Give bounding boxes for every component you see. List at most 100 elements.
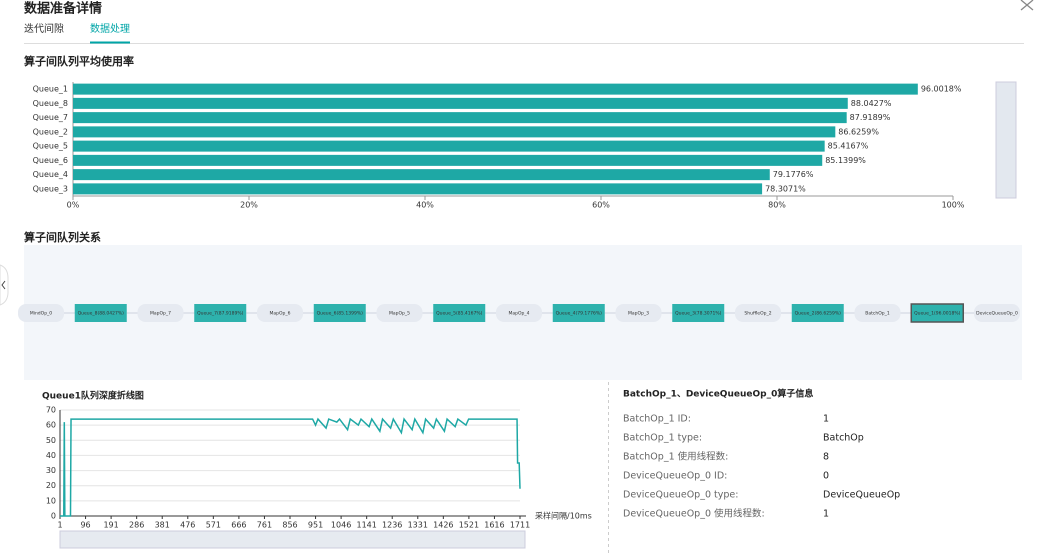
y-tick-label: 0 bbox=[51, 512, 56, 521]
y-tick-label: Queue_8 bbox=[33, 99, 68, 108]
y-tick-label: Queue_5 bbox=[33, 142, 68, 151]
y-tick-label: 10 bbox=[46, 496, 56, 505]
queue-node[interactable] bbox=[433, 304, 486, 322]
node-label: ShuffleOp_2 bbox=[744, 311, 771, 317]
y-tick-label: 30 bbox=[46, 466, 56, 475]
y-tick-label: Queue_1 bbox=[33, 85, 68, 94]
bar bbox=[73, 126, 836, 138]
x-tick-label: 856 bbox=[282, 521, 297, 530]
tab[interactable]: 数据处理 bbox=[90, 22, 130, 35]
x-tick-label: 60% bbox=[592, 201, 610, 210]
page-title: 数据准备详情 bbox=[24, 1, 102, 17]
node-label: MindOp_0 bbox=[30, 311, 52, 317]
line-series bbox=[60, 417, 521, 517]
node-label: MapOp_4 bbox=[508, 311, 529, 317]
info-label: BatchOp_1 使用线程数: bbox=[623, 451, 728, 463]
x-tick-label: 1521 bbox=[459, 521, 479, 530]
x-tick-label: 951 bbox=[308, 521, 323, 530]
x-tick-label: 381 bbox=[155, 521, 170, 530]
section-title: 算子间队列关系 bbox=[23, 230, 101, 244]
bar bbox=[73, 140, 825, 152]
value-label: 87.9189% bbox=[850, 113, 891, 122]
side-toggle-icon bbox=[1, 280, 6, 290]
node-label: MapOp_7 bbox=[150, 311, 171, 317]
node-label: DeviceQueueOp_0 bbox=[976, 311, 1018, 317]
info-label: DeviceQueueOp_0 type: bbox=[623, 490, 738, 501]
info-value: 8 bbox=[823, 452, 829, 463]
x-tick-label: 0% bbox=[67, 201, 80, 210]
node-label: BatchOp_1 bbox=[865, 311, 890, 317]
queue-node[interactable] bbox=[910, 303, 964, 323]
x-tick-label: 40% bbox=[416, 201, 434, 210]
y-tick-label: 70 bbox=[46, 406, 56, 415]
y-tick-label: Queue_3 bbox=[33, 184, 68, 193]
node-label: Queue_4(79.1776%) bbox=[556, 311, 603, 317]
op-node[interactable] bbox=[735, 304, 781, 322]
info-value: 1 bbox=[823, 509, 829, 520]
info-title: BatchOp_1、DeviceQueueOp_0算子信息 bbox=[623, 388, 813, 400]
x-tick-label: 191 bbox=[103, 521, 118, 530]
x-tick-label: 1 bbox=[57, 521, 62, 530]
x-tick-label: 761 bbox=[257, 521, 272, 530]
x-tick-label: 100% bbox=[942, 201, 965, 210]
x-tick-label: 476 bbox=[180, 521, 195, 530]
x-axis-label: 采样间隔/10ms bbox=[535, 511, 592, 521]
node-label: Queue_6(85.1399%) bbox=[317, 311, 364, 317]
node-label: Queue_1(96.0018%) bbox=[914, 311, 961, 317]
op-node[interactable] bbox=[496, 304, 542, 322]
bar bbox=[73, 169, 770, 181]
node-label: MapOp_6 bbox=[269, 311, 290, 317]
y-tick-label: 40 bbox=[46, 451, 56, 460]
node-label: Queue_3(78.3071%) bbox=[675, 311, 722, 317]
queue-node[interactable] bbox=[313, 304, 366, 322]
x-tick-label: 571 bbox=[206, 521, 221, 530]
chart-title: Queue1队列深度折线图 bbox=[42, 390, 144, 402]
op-node[interactable] bbox=[18, 304, 64, 322]
y-tick-label: Queue_6 bbox=[33, 156, 68, 165]
bar bbox=[73, 154, 823, 166]
queue-node[interactable] bbox=[672, 304, 725, 322]
side-toggle[interactable] bbox=[0, 264, 9, 306]
queue-node[interactable] bbox=[552, 304, 605, 322]
value-label: 79.1776% bbox=[773, 170, 814, 179]
op-node[interactable] bbox=[137, 304, 184, 322]
op-node[interactable] bbox=[376, 304, 423, 322]
queue-node[interactable] bbox=[194, 304, 247, 322]
node-label: MapOp_3 bbox=[628, 311, 649, 317]
x-tick-label: 80% bbox=[768, 201, 786, 210]
node-label: MapOp_5 bbox=[389, 311, 410, 317]
info-value: DeviceQueueOp bbox=[823, 490, 900, 501]
close-icon[interactable] bbox=[1020, 0, 1034, 11]
zoom-slider[interactable] bbox=[995, 81, 1017, 199]
info-label: BatchOp_1 type: bbox=[623, 433, 702, 444]
node-label: Queue_2(86.6259%) bbox=[795, 311, 842, 317]
op-node[interactable] bbox=[257, 304, 303, 322]
value-label: 78.3071% bbox=[765, 184, 806, 193]
bar bbox=[73, 97, 848, 109]
bar bbox=[73, 83, 918, 95]
value-label: 88.0427% bbox=[851, 99, 892, 108]
bar bbox=[73, 183, 763, 195]
op-node[interactable] bbox=[974, 304, 1020, 322]
y-tick-label: Queue_4 bbox=[33, 170, 68, 179]
op-node[interactable] bbox=[854, 304, 901, 322]
tab[interactable]: 迭代间隙 bbox=[24, 22, 64, 35]
x-tick-label: 1141 bbox=[356, 521, 376, 530]
x-tick-label: 1711 bbox=[510, 521, 530, 530]
section-title: 算子间队列平均使用率 bbox=[23, 54, 134, 68]
node-label: Queue_8(88.0427%) bbox=[78, 311, 125, 317]
x-tick-label: 20% bbox=[240, 201, 258, 210]
value-label: 96.0018% bbox=[921, 85, 962, 94]
queue-node[interactable] bbox=[791, 304, 844, 322]
value-label: 85.1399% bbox=[825, 156, 866, 165]
x-tick-label: 1236 bbox=[382, 521, 402, 530]
x-tick-label: 1331 bbox=[408, 521, 428, 530]
op-node[interactable] bbox=[615, 304, 662, 322]
zoom-slider[interactable] bbox=[59, 530, 526, 549]
info-value: BatchOp bbox=[823, 433, 864, 444]
queue-node[interactable] bbox=[74, 304, 127, 322]
x-tick-label: 666 bbox=[231, 521, 246, 530]
info-value: 0 bbox=[823, 471, 829, 482]
